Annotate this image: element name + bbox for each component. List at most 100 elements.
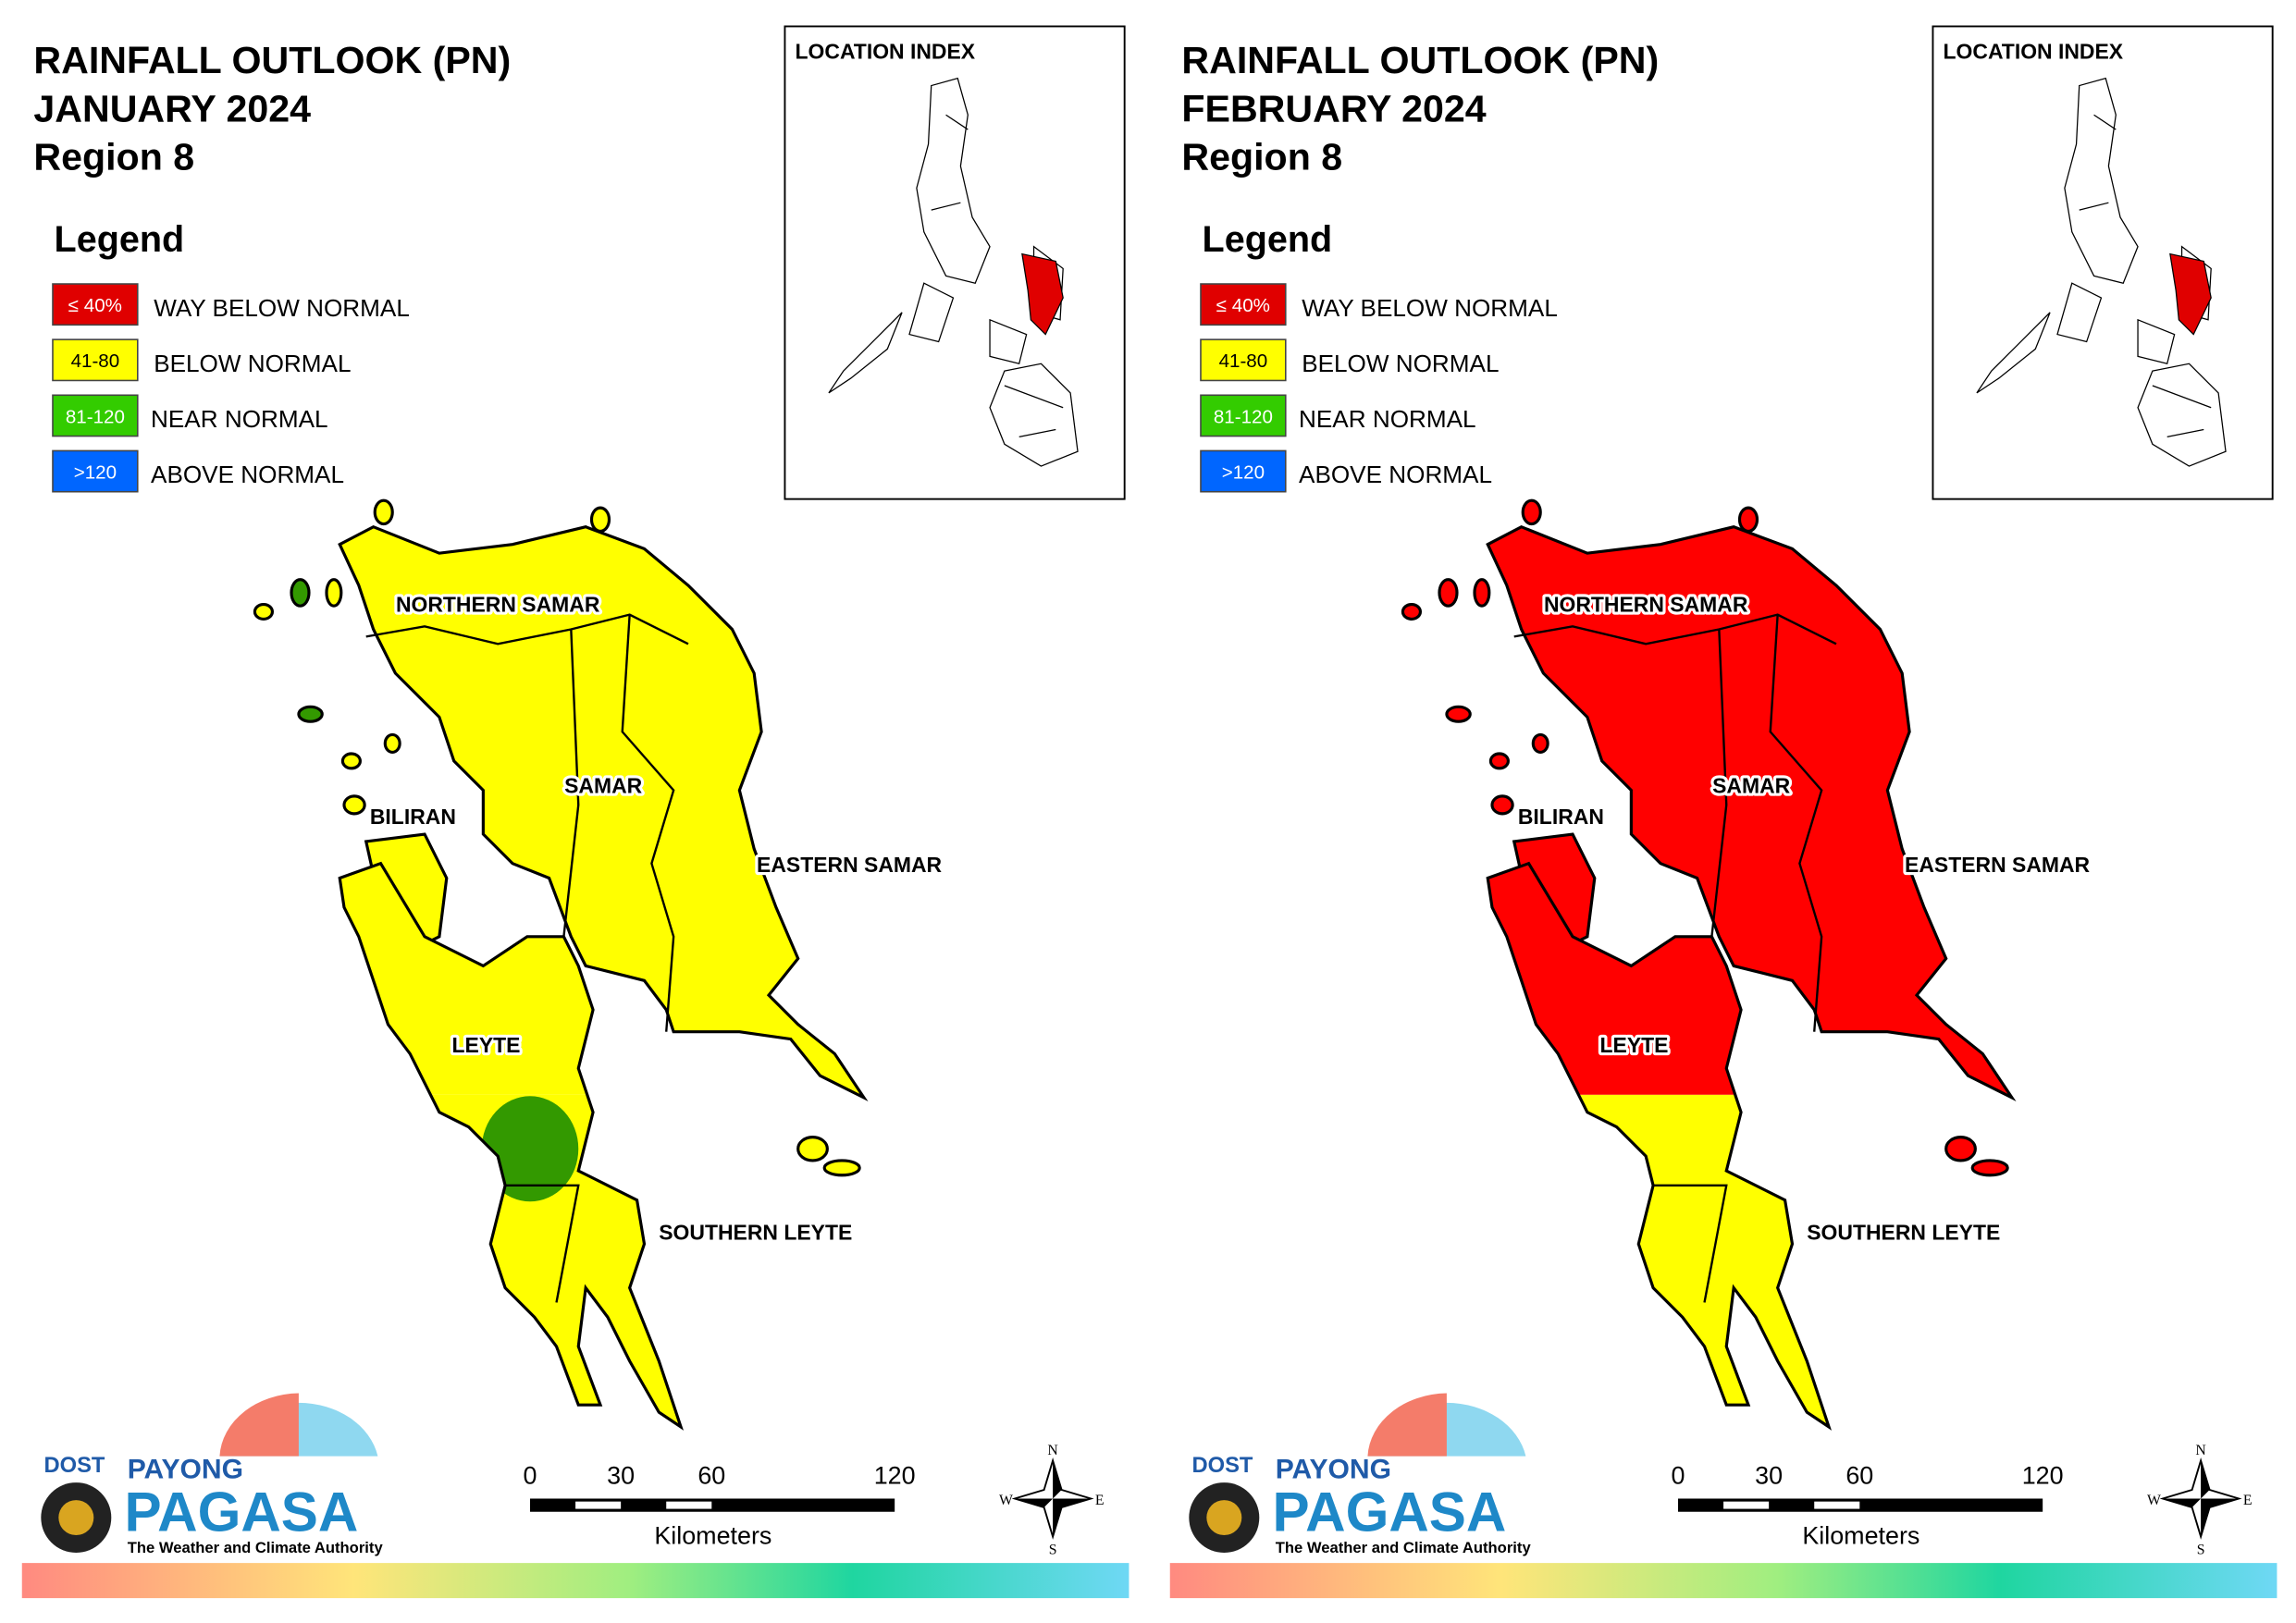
islet	[1944, 1136, 1977, 1162]
legend-key: >120	[74, 461, 117, 483]
islet	[290, 578, 311, 608]
islet	[340, 752, 362, 770]
compass-letter: E	[2243, 1493, 2253, 1508]
compass-letter: E	[1095, 1493, 1105, 1508]
compass-letter: N	[2195, 1443, 2206, 1458]
region-label: EASTERN SAMAR	[1905, 853, 2091, 877]
title-line: FEBRUARY 2024	[1181, 87, 1486, 129]
title-line: Region 8	[1181, 136, 1342, 178]
scale-seg	[1814, 1501, 1860, 1509]
legend-title: Legend	[55, 219, 185, 260]
leyte-outline	[1486, 861, 1833, 1431]
islet	[383, 732, 401, 754]
scale-unit: Kilometers	[654, 1522, 772, 1550]
region-label: LEYTE	[1600, 1033, 1669, 1057]
scale-label: 30	[1755, 1462, 1783, 1490]
legend-key: 81-120	[66, 406, 125, 427]
logo-top: PAYONG	[128, 1454, 243, 1484]
islet	[253, 602, 275, 621]
panel: RAINFALL OUTLOOK (PN) JANUARY 2024 Region …	[21, 25, 1129, 1599]
legend-swatch	[1200, 394, 1287, 437]
boundary	[1769, 614, 1823, 1032]
region-label: NORTHERN SAMAR	[396, 592, 600, 616]
islet	[1490, 794, 1514, 816]
scale-unit: Kilometers	[1802, 1522, 1920, 1550]
scale-bar	[530, 1498, 895, 1512]
boundary	[505, 1184, 580, 1303]
legend-swatch	[52, 338, 139, 382]
scale-label: 120	[874, 1462, 916, 1490]
leyte-south	[1578, 1094, 1830, 1427]
scale-label: 120	[2022, 1462, 2064, 1490]
legend-key: >120	[1222, 461, 1265, 483]
legend-swatch	[52, 394, 139, 437]
legend-key: ≤ 40%	[1216, 295, 1270, 316]
legend-label: WAY BELOW NORMAL	[1302, 294, 1558, 322]
islet	[1438, 578, 1459, 608]
islet	[325, 578, 343, 608]
color-band	[21, 1563, 1129, 1599]
scale-seg	[666, 1501, 712, 1509]
title-line: RAINFALL OUTLOOK (PN)	[1181, 39, 1659, 81]
legend-swatch	[1200, 449, 1287, 493]
region-label: EASTERN SAMAR	[757, 853, 943, 877]
islet	[1521, 498, 1542, 526]
legend-key: ≤ 40%	[68, 295, 122, 316]
region-label: BILIRAN	[1518, 805, 1604, 829]
region-label: NORTHERN SAMAR	[1544, 592, 1748, 616]
compass	[1014, 1460, 1092, 1537]
samar	[1486, 524, 2017, 1101]
legend-label: WAY BELOW NORMAL	[154, 294, 410, 322]
islet	[1445, 705, 1472, 723]
compass-letter: N	[1047, 1443, 1058, 1458]
scale-label: 0	[1672, 1462, 1685, 1490]
islet	[796, 1136, 829, 1162]
compass-letter: W	[999, 1493, 1013, 1508]
title-line: JANUARY 2024	[33, 87, 311, 129]
legend-title: Legend	[1203, 219, 1333, 260]
boundary	[1653, 1184, 1728, 1303]
leyte-north	[1487, 863, 1742, 1095]
islet	[1488, 752, 1510, 770]
boundary	[1710, 629, 1728, 937]
islet	[589, 506, 611, 534]
scale-label: 60	[1845, 1462, 1873, 1490]
scale-seg	[1723, 1501, 1770, 1509]
logo-umbrella	[219, 1393, 299, 1457]
compass-letter: W	[2147, 1493, 2161, 1508]
legend-label: BELOW NORMAL	[154, 350, 351, 377]
legend-label: ABOVE NORMAL	[1299, 461, 1492, 488]
samar	[338, 524, 869, 1101]
scale-label: 30	[607, 1462, 635, 1490]
logo-tagline: The Weather and Climate Authority	[1276, 1539, 1532, 1556]
region-label: BILIRAN	[370, 805, 456, 829]
index-title: LOCATION INDEX	[796, 39, 976, 63]
legend-key: 41-80	[71, 350, 120, 372]
legend-key: 81-120	[1214, 406, 1273, 427]
logo-seal	[58, 1500, 94, 1536]
islet	[1737, 506, 1759, 534]
islet	[297, 705, 324, 723]
scale-label: 60	[697, 1462, 725, 1490]
compass	[2162, 1460, 2240, 1537]
islet	[1970, 1159, 2009, 1177]
islet	[373, 498, 394, 526]
islet	[342, 794, 366, 816]
leyte-north	[339, 863, 594, 1095]
region-label: LEYTE	[452, 1033, 521, 1057]
legend-label: ABOVE NORMAL	[151, 461, 344, 488]
legend-swatch	[52, 449, 139, 493]
index-title: LOCATION INDEX	[1944, 39, 2124, 63]
compass-letter: S	[1049, 1543, 1057, 1558]
logo-agency: DOST	[43, 1454, 105, 1478]
islet	[1401, 602, 1423, 621]
region-label: SAMAR	[1712, 774, 1791, 798]
scale-bar	[1678, 1498, 2043, 1512]
boundary	[1513, 613, 1837, 646]
logo-top: PAYONG	[1276, 1454, 1391, 1484]
leyte-south	[430, 1094, 682, 1427]
legend-swatch	[1200, 338, 1287, 382]
islet	[822, 1159, 861, 1177]
title-line: RAINFALL OUTLOOK (PN)	[33, 39, 511, 81]
